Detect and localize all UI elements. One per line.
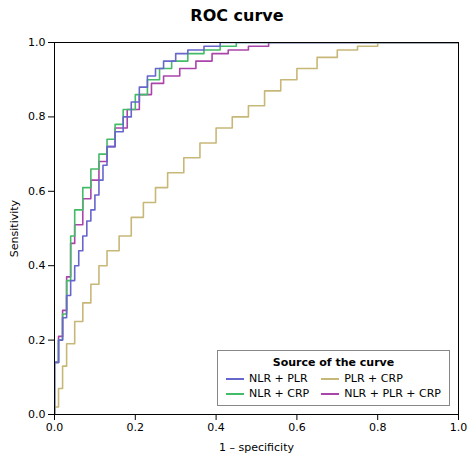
svg-text:0.8: 0.8 <box>369 421 387 434</box>
svg-text:1.0: 1.0 <box>28 36 46 49</box>
svg-text:0.0: 0.0 <box>28 408 46 421</box>
svg-text:0.4: 0.4 <box>207 421 225 434</box>
html-text:Source of the curve: Source of the curve <box>272 356 395 369</box>
svg-text:Sensitivity: Sensitivity <box>8 199 21 257</box>
svg-text:0.6: 0.6 <box>288 421 306 434</box>
svg-text:1.0: 1.0 <box>450 421 468 434</box>
svg-text:0.4: 0.4 <box>28 259 46 272</box>
html-text:NLR + PLR + CRP: NLR + PLR + CRP <box>344 387 441 400</box>
svg-text:0.2: 0.2 <box>28 334 46 347</box>
svg-text:0.0: 0.0 <box>46 421 64 434</box>
svg-text:0.2: 0.2 <box>127 421 145 434</box>
svg-text:0.6: 0.6 <box>28 185 46 198</box>
html-text:NLR + CRP: NLR + CRP <box>249 387 310 400</box>
html-text:ROC curve: ROC curve <box>190 6 284 25</box>
svg-text:0.8: 0.8 <box>28 110 46 123</box>
html-text:PLR + CRP: PLR + CRP <box>344 372 403 385</box>
svg-text:1 – specificity: 1 – specificity <box>219 441 294 454</box>
html-text:NLR + PLR: NLR + PLR <box>249 372 308 385</box>
